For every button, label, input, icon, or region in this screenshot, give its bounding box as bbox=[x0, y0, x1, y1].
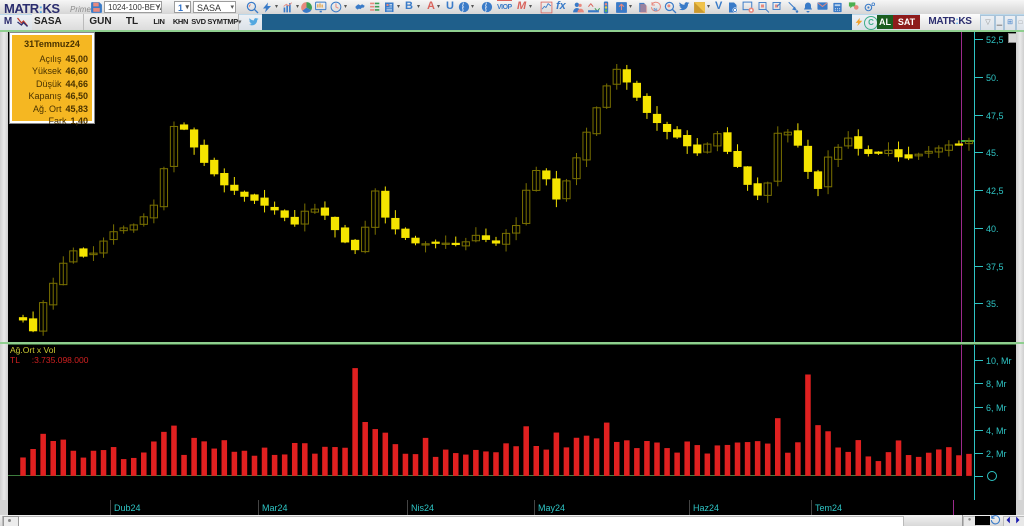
svg-text:ts: ts bbox=[654, 7, 658, 12]
